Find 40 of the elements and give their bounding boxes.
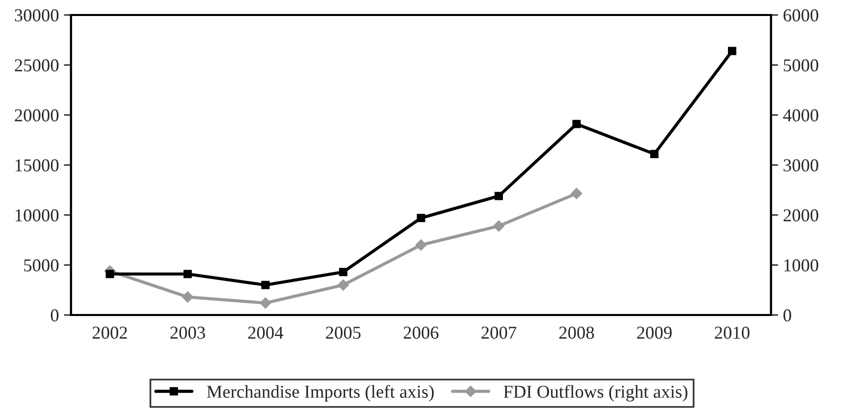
x-tick-label: 2007 bbox=[482, 326, 516, 339]
point bbox=[494, 192, 503, 200]
x-tick-label: 2009 bbox=[637, 326, 672, 339]
point bbox=[415, 239, 427, 251]
point bbox=[261, 280, 270, 290]
point bbox=[650, 150, 658, 158]
y-tick-label: 15000 bbox=[16, 159, 59, 172]
point bbox=[182, 291, 194, 303]
y-tick-label: 5000 bbox=[24, 259, 59, 272]
point bbox=[184, 270, 192, 278]
y-tick-label: 10000 bbox=[16, 209, 59, 222]
point bbox=[260, 297, 272, 309]
point bbox=[416, 214, 426, 222]
x-tick-label: 2006 bbox=[404, 326, 439, 339]
y2-tick-label: 6000 bbox=[784, 9, 818, 22]
x-tick-label: 2005 bbox=[326, 326, 361, 339]
y2-tick-label: 5000 bbox=[784, 59, 818, 72]
legend-label: Merchandise Imports (left axis) bbox=[206, 384, 434, 402]
point bbox=[728, 46, 736, 56]
x-tick-label: 2004 bbox=[248, 326, 284, 339]
y2-tick-label: 3000 bbox=[784, 159, 818, 172]
point bbox=[106, 270, 114, 278]
x-tick-label: 2010 bbox=[714, 326, 750, 339]
point bbox=[570, 188, 582, 200]
x-tick-label: 2008 bbox=[559, 326, 594, 339]
point bbox=[338, 279, 349, 291]
point bbox=[493, 220, 504, 232]
y-tick-label: 0 bbox=[50, 309, 59, 322]
y-tick-label: 20000 bbox=[14, 109, 59, 122]
legend-label: FDI Outflows (right axis) bbox=[504, 384, 688, 402]
y2-tick-label: 1000 bbox=[784, 259, 818, 272]
y-tick-label: 25000 bbox=[14, 59, 59, 72]
point bbox=[339, 268, 348, 276]
point bbox=[572, 120, 581, 128]
y-tick-label: 30000 bbox=[14, 9, 59, 22]
y2-tick-label: 4000 bbox=[783, 109, 818, 122]
x-tick-label: 2003 bbox=[170, 326, 206, 339]
x-tick-label: 2002 bbox=[92, 326, 127, 339]
y2-tick-label: 2000 bbox=[784, 209, 818, 222]
y2-tick-label: 0 bbox=[783, 309, 792, 322]
